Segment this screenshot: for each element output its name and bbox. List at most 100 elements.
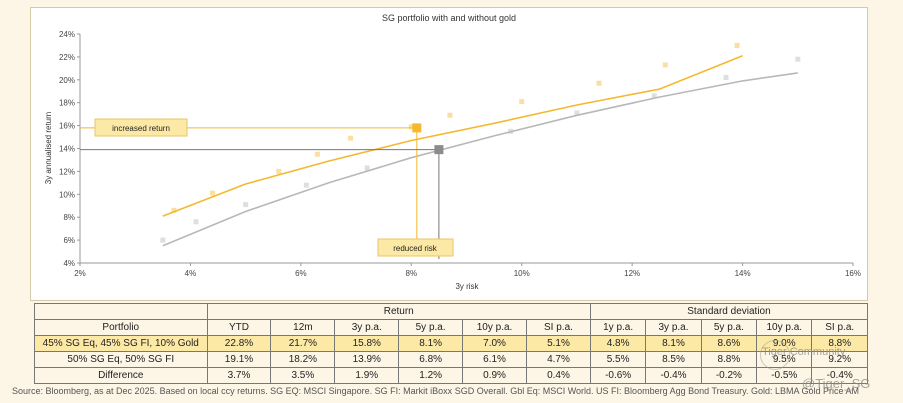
row-label-cell: 45% SG Eq, 45% SG FI, 10% Gold xyxy=(34,335,208,352)
table-column-header-row: Portfolio YTD 12m 3y p.a. 5y p.a. 10y p.a. SI … xyxy=(34,319,868,336)
table-cell: 1.9% xyxy=(334,367,400,384)
table-cell: 4.8% xyxy=(589,335,647,352)
data-point xyxy=(303,182,309,188)
table-row: Difference 3.7% 3.5% 1.9% 1.2% 0.9% 0.4% -0.6% -… xyxy=(34,367,868,384)
y-tick-label: 22% xyxy=(59,53,75,62)
column-header: 5y p.a. xyxy=(700,319,758,336)
column-header: 1y p.a. xyxy=(589,319,647,336)
table-cell: 8.5% xyxy=(645,351,702,368)
data-point xyxy=(243,202,249,208)
annotation-box-increased-return xyxy=(94,118,188,137)
table-cell: 3.7% xyxy=(206,367,272,384)
column-header: 12m xyxy=(270,319,336,336)
table-cell: -0.4% xyxy=(811,367,868,384)
column-header: 10y p.a. xyxy=(756,319,813,336)
source-note: Source: Bloomberg, as at Dec 2025. Based… xyxy=(12,386,860,396)
annotation-box-reduced-risk xyxy=(377,238,454,257)
y-tick-label: 6% xyxy=(63,236,75,245)
row-label-cell: 50% SG Eq, 50% SG FI xyxy=(34,351,208,368)
table-cell: -0.2% xyxy=(700,367,758,384)
y-tick-label: 20% xyxy=(59,76,75,85)
x-tick-label: 8% xyxy=(406,269,418,278)
table-cell: 21.7% xyxy=(270,335,336,352)
table-cell: 0.4% xyxy=(525,367,591,384)
column-header: SI p.a. xyxy=(525,319,591,336)
table-cell: -0.4% xyxy=(645,367,702,384)
data-point xyxy=(508,128,514,134)
table-cell: -0.5% xyxy=(756,367,813,384)
y-tick-label: 16% xyxy=(59,122,75,131)
x-tick-label: 4% xyxy=(185,269,197,278)
group-header-std-dev: Standard deviation xyxy=(589,303,869,320)
annotation-increased-return: increased return xyxy=(112,124,170,133)
data-point xyxy=(596,80,602,86)
y-tick-label: 8% xyxy=(63,213,75,222)
data-point xyxy=(734,42,740,48)
table-cell: 6.8% xyxy=(398,351,464,368)
x-tick-label: 6% xyxy=(295,269,307,278)
table-cell: 5.5% xyxy=(589,351,647,368)
column-header: 5y p.a. xyxy=(398,319,464,336)
table-cell: 0.9% xyxy=(462,367,527,384)
data-point xyxy=(348,135,354,141)
x-tick-label: 2% xyxy=(74,269,86,278)
y-tick-label: 4% xyxy=(63,259,75,268)
table-cell: 4.7% xyxy=(525,351,591,368)
data-point xyxy=(364,165,370,171)
column-header: Portfolio xyxy=(34,319,208,336)
data-point xyxy=(447,112,453,118)
y-tick-label: 14% xyxy=(59,145,75,154)
data-point xyxy=(160,237,166,243)
highlight-point-without-gold xyxy=(434,145,444,155)
table-row: 50% SG Eq, 50% SG FI 19.1% 18.2% 13.9% 6.8% 6… xyxy=(34,351,868,368)
trend-line-1 xyxy=(162,72,798,247)
watermark-handle: @Tiger_SG xyxy=(802,376,871,391)
column-header: 3y p.a. xyxy=(334,319,400,336)
table-cell: 1.2% xyxy=(398,367,464,384)
data-point xyxy=(795,56,801,62)
data-point xyxy=(519,99,525,105)
table-cell: 8.6% xyxy=(700,335,758,352)
chart-title: SG portfolio with and without gold xyxy=(382,13,516,23)
y-tick-label: 12% xyxy=(59,167,75,176)
table-row: 45% SG Eq, 45% SG FI, 10% Gold 22.8% 21.7%… xyxy=(34,335,868,352)
table-cell: 6.1% xyxy=(462,351,527,368)
table-cell: 18.2% xyxy=(270,351,336,368)
data-point xyxy=(210,190,216,196)
data-point xyxy=(171,207,177,213)
data-point xyxy=(662,62,668,68)
table-corner-cell xyxy=(34,303,208,320)
highlight-point-with-gold xyxy=(412,123,422,133)
table-cell: 3.5% xyxy=(270,367,336,384)
group-header-return: Return xyxy=(206,303,591,320)
column-header: SI p.a. xyxy=(811,319,868,336)
y-tick-label: 24% xyxy=(59,30,75,39)
data-point xyxy=(651,93,657,99)
y-tick-label: 18% xyxy=(59,99,75,108)
data-point xyxy=(723,75,729,81)
data-point xyxy=(276,168,282,174)
x-tick-label: 14% xyxy=(735,269,751,278)
column-header: 3y p.a. xyxy=(645,319,702,336)
data-point xyxy=(408,124,414,130)
x-tick-label: 10% xyxy=(514,269,530,278)
y-axis-label: 3y annualised return xyxy=(44,112,53,185)
column-header: 10y p.a. xyxy=(462,319,527,336)
x-tick-label: 16% xyxy=(845,269,861,278)
performance-table: Return Standard deviation Portfolio YTD 12… xyxy=(34,303,869,384)
table-cell: 19.1% xyxy=(206,351,272,368)
table-group-header-row: Return Standard deviation xyxy=(34,303,869,320)
table-cell: 8.1% xyxy=(645,335,702,352)
table-cell: 5.1% xyxy=(525,335,591,352)
table-cell: 8.8% xyxy=(811,335,868,352)
x-tick-label: 12% xyxy=(624,269,640,278)
trend-line-0 xyxy=(162,55,743,217)
y-tick-label: 10% xyxy=(59,190,75,199)
table-cell: 22.8% xyxy=(206,335,272,352)
watermark-community: Tiger Community xyxy=(762,346,846,358)
table-cell: -0.6% xyxy=(589,367,647,384)
table-cell: 13.9% xyxy=(334,351,400,368)
data-point xyxy=(574,110,580,116)
column-header: YTD xyxy=(206,319,272,336)
table-cell: 8.8% xyxy=(700,351,758,368)
